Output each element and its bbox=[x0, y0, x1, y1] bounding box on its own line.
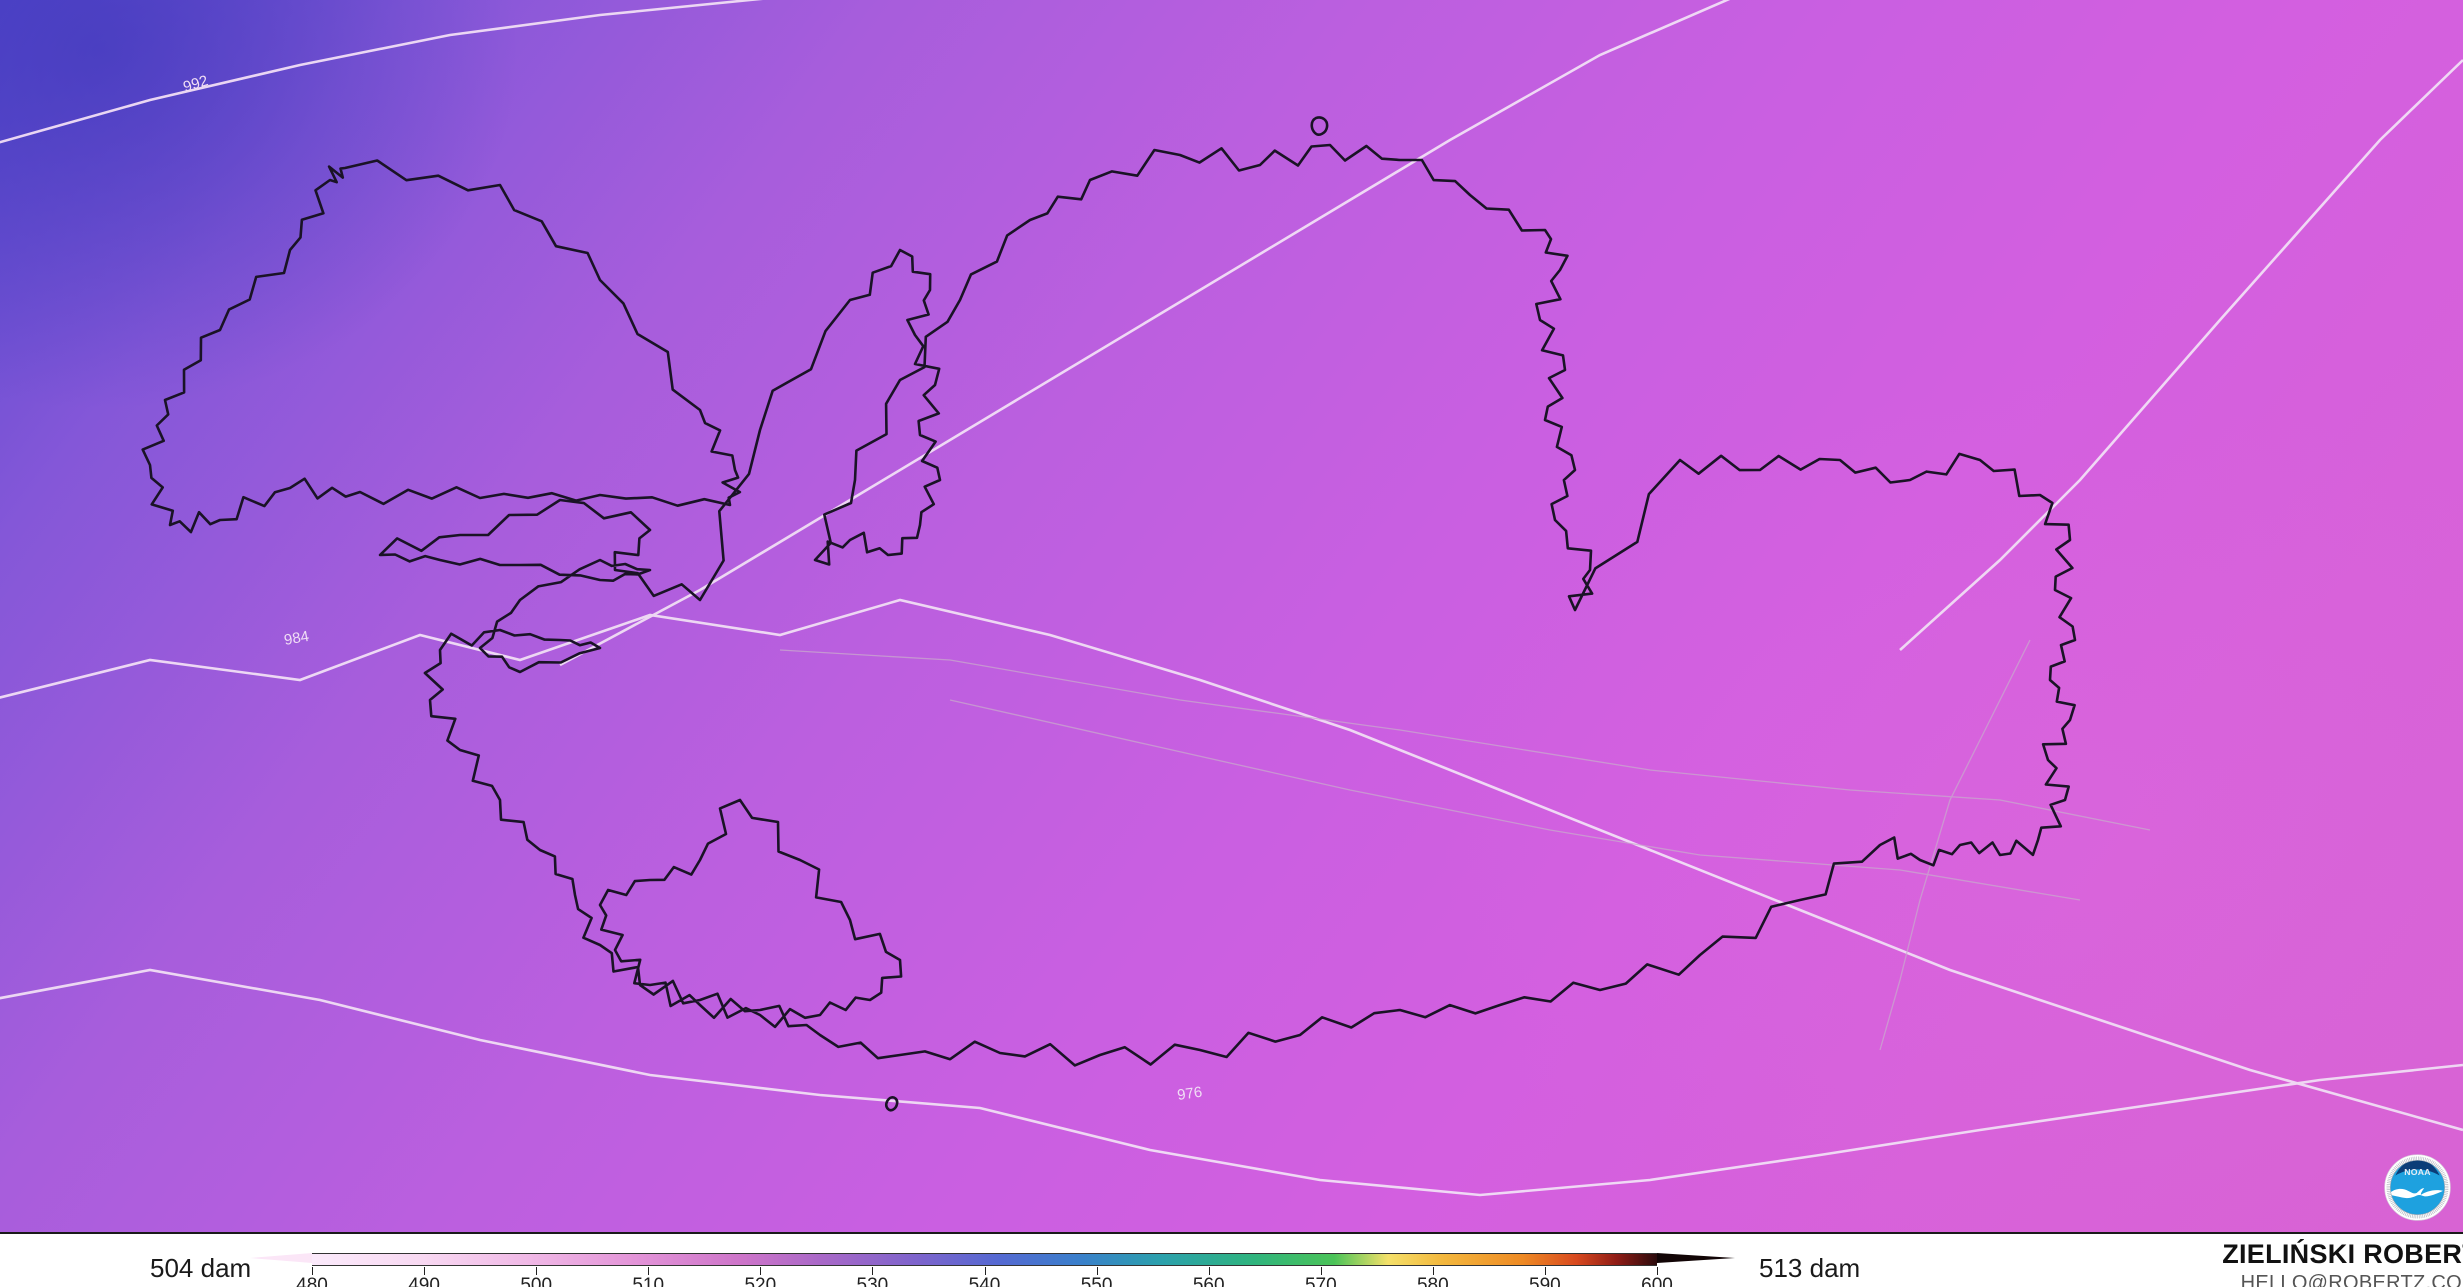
svg-text:992: 992 bbox=[181, 72, 210, 96]
svg-text:984: 984 bbox=[283, 628, 311, 649]
svg-text:NOAA: NOAA bbox=[2404, 1167, 2431, 1177]
svg-text:976: 976 bbox=[1176, 1084, 1203, 1104]
